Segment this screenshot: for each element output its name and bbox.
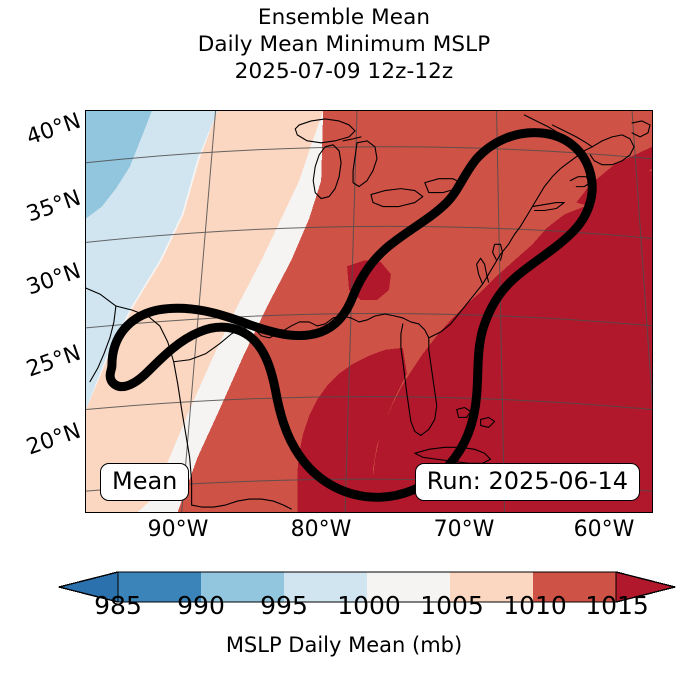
title-line-3: 2025-07-09 12z-12z bbox=[234, 59, 454, 84]
run-legend-label: Run: 2025-06-14 bbox=[426, 467, 628, 495]
lat-tick-25n: 25°N bbox=[23, 340, 85, 383]
lat-tick-30n: 30°N bbox=[23, 258, 85, 301]
colorbar-tick-1005: 1005 bbox=[420, 591, 484, 620]
mean-legend-label: Mean bbox=[112, 467, 178, 495]
colorbar-tick-995: 995 bbox=[260, 591, 308, 620]
colorbar-tick-1015: 1015 bbox=[585, 591, 649, 620]
colorbar-tick-1010: 1010 bbox=[503, 591, 567, 620]
lat-tick-35n: 35°N bbox=[23, 185, 85, 228]
mslp-1015-contour bbox=[105, 128, 597, 502]
colorbar-swatches bbox=[58, 571, 676, 603]
colorbar-tick-1000: 1000 bbox=[337, 591, 401, 620]
colorbar-tick-985: 985 bbox=[94, 591, 142, 620]
colorbar-tick-990: 990 bbox=[177, 591, 225, 620]
colorbar-axis-label: MSLP Daily Mean (mb) bbox=[225, 633, 463, 657]
lon-tick-80w: 80°W bbox=[290, 517, 352, 542]
lon-tick-90w: 90°W bbox=[147, 517, 209, 542]
mean-legend-box: Mean bbox=[100, 463, 190, 501]
title-line-2: Daily Mean Minimum MSLP bbox=[197, 32, 491, 57]
run-legend-box: Run: 2025-06-14 bbox=[414, 463, 640, 501]
title-line-1: Ensemble Mean bbox=[257, 5, 431, 30]
lon-tick-70w: 70°W bbox=[433, 517, 495, 542]
lat-tick-20n: 20°N bbox=[23, 418, 85, 461]
figure-title: Ensemble Mean Daily Mean Minimum MSLP 20… bbox=[0, 4, 688, 85]
lon-tick-60w: 60°W bbox=[573, 517, 635, 542]
map-plot-area[interactable]: Mean Run: 2025-06-14 bbox=[85, 110, 653, 513]
colorbar[interactable]: 985 990 995 1000 1005 1010 1015 MSLP Dai… bbox=[0, 555, 688, 675]
lat-tick-40n: 40°N bbox=[23, 108, 85, 151]
